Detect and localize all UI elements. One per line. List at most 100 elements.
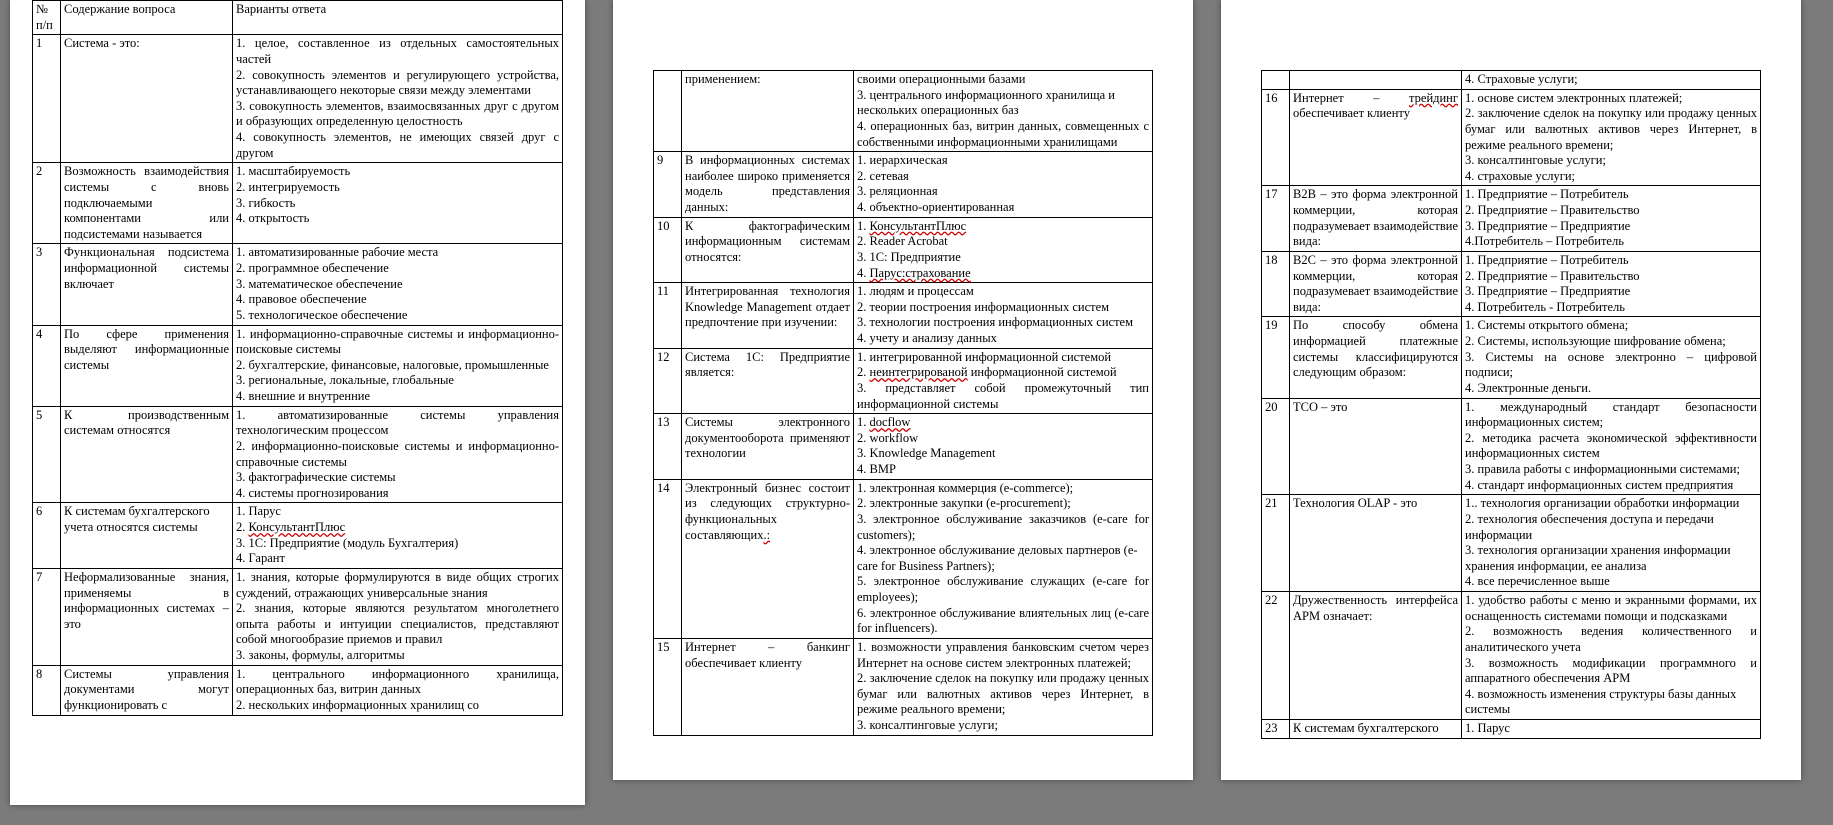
row-number: 14 <box>654 479 682 638</box>
answer-option: 4. открытость <box>236 211 559 227</box>
page-1: № п/п Содержание вопроса Варианты ответа… <box>10 0 585 805</box>
row-number: 22 <box>1262 592 1290 720</box>
answer-option: 1. Системы открытого обмена; <box>1465 318 1757 334</box>
answer-option: 2. теории построения информационных сист… <box>857 300 1149 316</box>
answer-option: 4. операционных баз, витрин данных, совм… <box>857 119 1149 150</box>
answer-option: 2. программное обеспечение <box>236 261 559 277</box>
table-row: 17В2В – это форма электронной коммерции,… <box>1262 186 1761 252</box>
header-num: № п/п <box>33 1 61 35</box>
table-row: 14Электронный бизнес состоит из следующи… <box>654 479 1153 638</box>
question-cell: К производственным системам относятся <box>61 406 233 503</box>
answer-option: 4. BMP <box>857 462 1149 478</box>
table-row: 23К системам бухгалтерского1. Парус <box>1262 720 1761 739</box>
row-number: 4 <box>33 325 61 406</box>
row-number: 2 <box>33 163 61 244</box>
answer-option: 1. центрального информационного хранилищ… <box>236 667 559 698</box>
answer-option: 1. Предприятие – Потребитель <box>1465 253 1757 269</box>
question-cell: По сфере применения выделяют информацион… <box>61 325 233 406</box>
answer-option: 1. автоматизированные рабочие места <box>236 245 559 261</box>
table-row: 16Интернет – трейдинг обеспечивает клиен… <box>1262 89 1761 186</box>
answer-option: 1. удобство работы с меню и экранными фо… <box>1465 593 1757 624</box>
question-cell: Функциональная подсистема информационной… <box>61 244 233 325</box>
table-row: применением:своими операционными базами3… <box>654 71 1153 152</box>
answers-cell: своими операционными базами3. центрально… <box>854 71 1153 152</box>
question-cell: Система - это: <box>61 35 233 163</box>
answer-option: 1.. технология организации обработки инф… <box>1465 496 1757 512</box>
answers-cell: 1. международный стандарт безопасности и… <box>1462 398 1761 495</box>
answer-option: 3. совокупность элементов, взаимосвязанн… <box>236 99 559 130</box>
answer-option: 2. интегрируемость <box>236 180 559 196</box>
questions-table-1: № п/п Содержание вопроса Варианты ответа… <box>32 0 563 716</box>
row-number: 17 <box>1262 186 1290 252</box>
answer-option: 1. основе систем электронных платежей; <box>1465 91 1757 107</box>
answer-option: 3. технология организации хранения инфор… <box>1465 543 1757 574</box>
answers-cell: 1. информационно-справочные системы и ин… <box>233 325 563 406</box>
answer-option: 1. возможности управления банковским сче… <box>857 640 1149 671</box>
answer-option: 2. бухгалтерские, финансовые, налоговые,… <box>236 358 559 374</box>
answers-cell: 1. целое, составленное из отдельных само… <box>233 35 563 163</box>
table-row: 9В информационных системах наиболее широ… <box>654 152 1153 218</box>
row-number: 3 <box>33 244 61 325</box>
answer-option: 3. Knowledge Management <box>857 446 1149 462</box>
answer-option: 3. электронное обслуживание заказчиков (… <box>857 512 1149 543</box>
answer-option: 4. системы прогнозирования <box>236 486 559 502</box>
answer-option: 5. электронное обслуживание служащих (e-… <box>857 574 1149 605</box>
answer-option: 2. КонсультантПлюс <box>236 520 559 536</box>
table-row: 1Система - это:1. целое, составленное из… <box>33 35 563 163</box>
table-row: 13Системы электронного документооборота … <box>654 414 1153 480</box>
answer-option: 1. Парус <box>1465 721 1757 737</box>
table-row: 5К производственным системам относятся1.… <box>33 406 563 503</box>
row-number: 6 <box>33 503 61 569</box>
row-number: 13 <box>654 414 682 480</box>
answers-cell: 1. центрального информационного хранилищ… <box>233 665 563 715</box>
answer-option: 4. Страховые услуги; <box>1465 72 1757 88</box>
question-cell: В информационных системах наиболее широк… <box>682 152 854 218</box>
answer-option: 3. фактографические системы <box>236 470 559 486</box>
answer-option: 2. нескольких информационных хранилищ со <box>236 698 559 714</box>
table-row: 4По сфере применения выделяют информацио… <box>33 325 563 406</box>
answers-cell: 1. возможности управления банковским сче… <box>854 638 1153 735</box>
question-cell: Возможность взаимодействия системы с вно… <box>61 163 233 244</box>
row-number: 1 <box>33 35 61 163</box>
question-cell: Системы электронного документооборота пр… <box>682 414 854 480</box>
answer-option: 2. неинтегрированой информационной систе… <box>857 365 1149 381</box>
question-cell: Дружественность интерфейса АРМ означает: <box>1290 592 1462 720</box>
answer-option: своими операционными базами <box>857 72 1149 88</box>
answer-option: 4. возможность изменения структуры базы … <box>1465 687 1757 718</box>
question-cell: По способу обмена информацией платежные … <box>1290 317 1462 398</box>
table-row: 21Технология OLAP - это1.. технология ор… <box>1262 495 1761 592</box>
table-row: 10К фактографическим информационным сист… <box>654 217 1153 283</box>
answer-option: 4. стандарт информационных систем предпр… <box>1465 478 1757 494</box>
answer-option: 2. методика расчета экономической эффект… <box>1465 431 1757 462</box>
answer-option: 2. заключение сделок на покупку или прод… <box>857 671 1149 718</box>
header-question: Содержание вопроса <box>61 1 233 35</box>
answer-option: 3. реляционная <box>857 184 1149 200</box>
answer-option: 1. международный стандарт безопасности и… <box>1465 400 1757 431</box>
answers-cell: 1. Предприятие – Потребитель2. Предприят… <box>1462 186 1761 252</box>
answer-option: 2. сетевая <box>857 169 1149 185</box>
answer-option: 1. электронная коммерция (e-commerce); <box>857 481 1149 497</box>
answers-cell: 1.. технология организации обработки инф… <box>1462 495 1761 592</box>
question-cell: Технология OLAP - это <box>1290 495 1462 592</box>
table-row: 12Система 1С: Предприятие является:1. ин… <box>654 348 1153 414</box>
table-row: 15Интернет – банкинг обеспечивает клиент… <box>654 638 1153 735</box>
answers-cell: 1. автоматизированные системы управления… <box>233 406 563 503</box>
answer-option: 3. центрального информационного хранилищ… <box>857 88 1149 119</box>
answers-cell: 1. масштабируемость2. интегрируемость3. … <box>233 163 563 244</box>
row-number <box>1262 71 1290 90</box>
page-3: 4. Страховые услуги;16Интернет – трейдин… <box>1221 0 1801 780</box>
answer-option: 2. Reader Acrobat <box>857 234 1149 250</box>
row-number: 19 <box>1262 317 1290 398</box>
answer-option: 4. совокупность элементов, не имеющих св… <box>236 130 559 161</box>
question-cell: В2В – это форма электронной коммерции, к… <box>1290 186 1462 252</box>
question-cell: ТСО – это <box>1290 398 1462 495</box>
answer-option: 1. людям и процессам <box>857 284 1149 300</box>
answer-option: 4. Парус:страхование <box>857 266 1149 282</box>
row-number: 20 <box>1262 398 1290 495</box>
answer-option: 1. иерархическая <box>857 153 1149 169</box>
table-row: 11Интегрированная технология Knowledge M… <box>654 283 1153 349</box>
answers-cell: 1. людям и процессам2. теории построения… <box>854 283 1153 349</box>
questions-table-3: 4. Страховые услуги;16Интернет – трейдин… <box>1261 70 1761 739</box>
answer-option: 3. законы, формулы, алгоритмы <box>236 648 559 664</box>
answer-option: 5. технологическое обеспечение <box>236 308 559 324</box>
